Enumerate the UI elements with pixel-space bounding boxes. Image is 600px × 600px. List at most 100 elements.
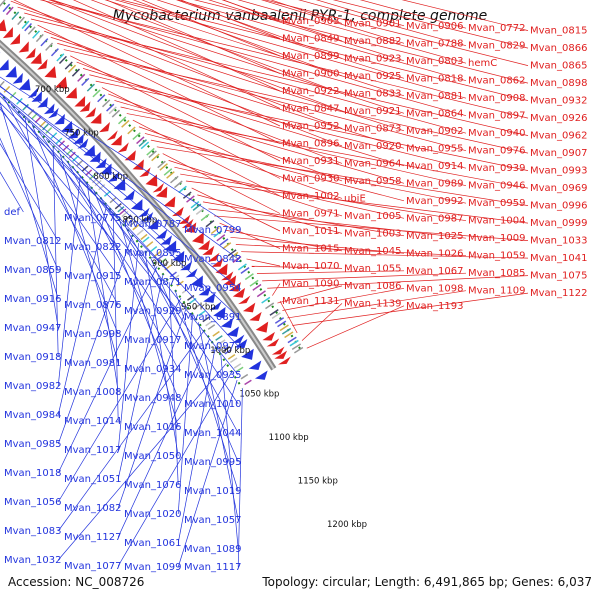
function-tick [279,324,289,332]
function-tick [219,238,229,246]
gene-leader-line [241,251,529,259]
gene-leader-line [174,166,405,219]
gene-leader-line [156,0,405,79]
forward-gene-label: Mvan_1015 [282,244,339,255]
forward-gene-label: Mvan_0833 [344,88,401,99]
gene-leader-line [0,106,119,277]
gene-leader-line [176,0,467,82]
gene-arrow [110,134,122,146]
function-tick [67,64,77,73]
gene-arrow [100,163,112,175]
function-tick [132,132,141,141]
function-tick [205,219,215,228]
gene-arrow [113,178,126,191]
function-tick [170,175,179,184]
function-tick [50,132,58,139]
gene-leader-line [0,108,119,248]
gene-leader-line [150,139,467,204]
reverse-gene-label: Mvan_1057 [184,515,241,526]
function-tick [132,224,140,231]
function-tick [224,348,232,355]
gene-arrow [198,240,210,251]
forward-gene-label: Mvan_1131 [282,296,339,307]
function-tick [97,94,106,103]
function-tick [71,68,80,77]
function-ring-1 [0,0,304,354]
forward-gene-label: Mvan_0964 [344,158,401,169]
gene-leader-line [114,100,405,184]
reverse-gene-label: Mvan_1089 [184,544,241,555]
gene-arrow [213,307,226,319]
forward-gene-label: Mvan_0907 [530,148,587,159]
forward-gene-label: Mvan_0901 [344,18,401,29]
forward-gene-label: Mvan_0881 [406,91,463,102]
gene-leader-line [120,0,529,101]
forward-gene-label: Mvan_0788 [406,38,463,49]
gene-leader-line [112,212,119,422]
forward-gene-label: Mvan_0862 [468,76,525,87]
gene-arrow [30,52,42,64]
gene-leader-line [117,306,188,509]
gene-arrow [180,261,193,271]
gene-leader-line [262,272,467,282]
forward-gene-label: Mvan_0866 [530,43,587,54]
gene-leader-line [272,283,281,296]
genome-backbone-highlight [0,42,275,370]
tick-label: 700 kbp [35,85,70,95]
gene-arrow [141,211,154,222]
forward-gene-label: Mvan_0849 [282,34,339,45]
function-tick [77,73,86,82]
function-tick [81,165,89,172]
function-tick [9,91,17,99]
gene-arrow [232,287,246,298]
gene-leader-line [73,167,239,376]
gene-leader-line [50,36,405,149]
gene-arrow [254,370,268,380]
gene-leader-line [48,0,467,117]
gene-leader-line [221,0,343,42]
gene-arrow [67,128,79,139]
function-tick [233,363,242,369]
function-tick [45,127,53,134]
gene-arrow [172,206,184,217]
gene-leader-line [144,250,179,457]
forward-gene-label: Mvan_0969 [530,183,587,194]
reverse-gene-label: Mvan_1051 [64,474,121,485]
gene-arrow [74,96,86,107]
forward-gene-label: Mvan_1025 [406,231,463,242]
forward-gene-label: Mvan_1139 [344,298,401,309]
forward-gene-label: Mvan_0952 [282,121,339,132]
gene-leader-line [277,285,343,304]
gene-leader-line [44,30,343,147]
gene-leader-line [193,0,529,84]
gene-leader-line [126,113,529,189]
function-tick [227,249,237,257]
reverse-gene-label: Mvan_0982 [4,381,61,392]
function-tick [182,191,192,199]
gene-leader-line [144,133,405,202]
forward-gene-label: Mvan_1090 [282,279,339,290]
function-tick [129,220,137,227]
gene-arrow [155,229,168,239]
map-title: Mycobacterium vanbaalenii PYR-1, complet… [112,8,488,24]
gene-arrow [262,331,275,341]
forward-gene-label: Mvan_0925 [344,71,401,82]
function-tick [127,126,136,135]
reverse-gene-label: Mvan_1014 [64,416,121,427]
gene-arrow [242,302,256,313]
reverse-gene-label: Mvan_1117 [184,562,241,573]
forward-gene-label: Mvan_0971 [282,209,339,220]
function-tick [76,159,84,167]
forward-gene-label: Mvan_1005 [344,211,401,222]
function-tick [265,302,275,310]
reverse-gene-label: Mvan_0998 [64,329,121,340]
reverse-gene-label: Mvan_1083 [4,526,61,537]
gene-arrow [31,91,42,102]
gene-leader-line [156,146,529,206]
function-tick [45,42,54,51]
function-tick [119,208,127,215]
function-tick [24,23,33,32]
function-tick [106,103,115,112]
function-tick [240,373,249,380]
function-tick [102,99,111,108]
